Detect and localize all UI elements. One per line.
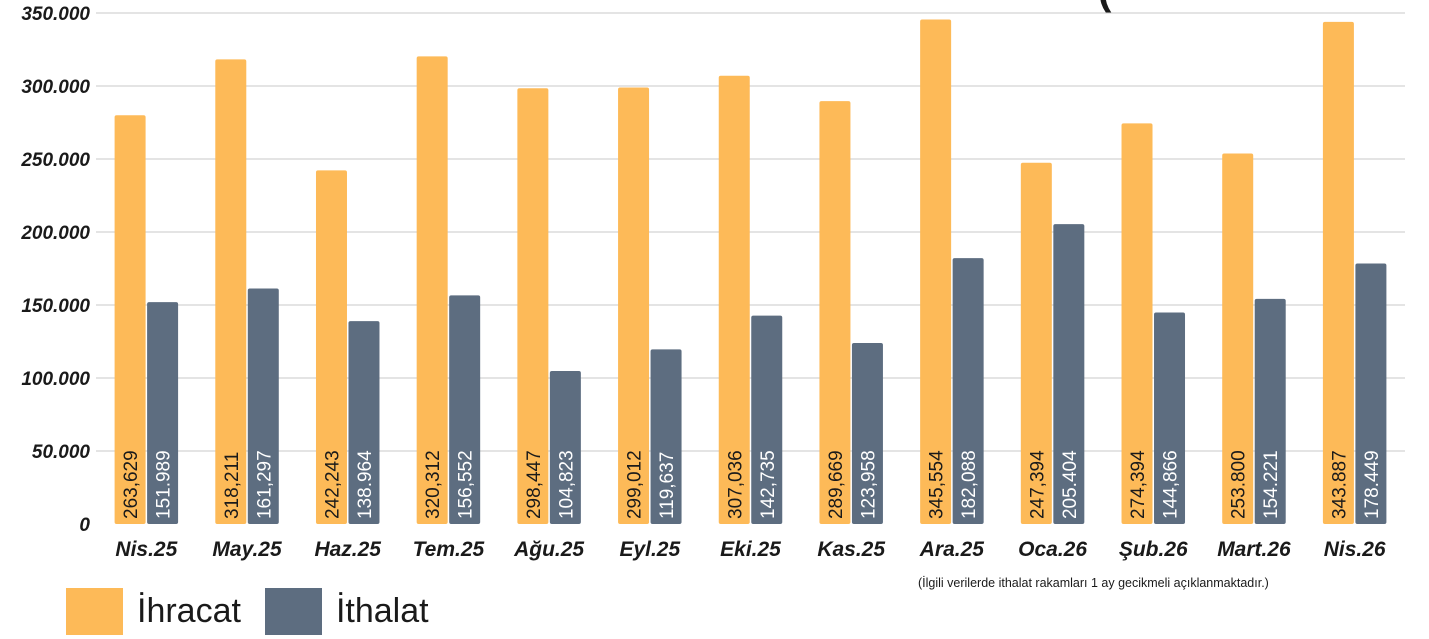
x-axis: Nis.25 May.25 Haz.25 Tem.25 Ağu.25 Eyl.25 Eki.… <box>115 538 1386 561</box>
bar-import <box>449 295 481 524</box>
x-tick-label: Mart.26 <box>1217 538 1291 561</box>
footnote: (İlgili verilerde ithalat rakamları 1 ay… <box>918 576 1269 590</box>
data-label-export: 247,394 <box>1027 450 1048 519</box>
data-label-export: 242,243 <box>322 450 343 519</box>
bar-export <box>1121 123 1153 524</box>
y-tick-label: 100.000 <box>21 369 90 390</box>
legend-item-export: İhracat <box>66 588 241 635</box>
x-tick-label: Kas.25 <box>817 538 885 561</box>
bar-export <box>517 88 549 524</box>
data-label-import: 138.964 <box>355 450 376 519</box>
data-label-export: 318,211 <box>222 452 243 519</box>
x-tick-label: Şub.26 <box>1119 538 1188 561</box>
bar-import <box>549 370 581 524</box>
x-tick-label: Tem.25 <box>413 538 485 561</box>
x-tick-label: Nis.25 <box>115 538 177 561</box>
bar-export <box>819 101 851 525</box>
bar-import <box>751 315 783 524</box>
data-label-import: 178.449 <box>1362 450 1383 519</box>
bar-import <box>650 349 682 524</box>
bar-export <box>1322 21 1354 524</box>
legend-swatch-export <box>66 588 123 635</box>
data-label-export: 263,629 <box>121 450 142 519</box>
bar-export <box>718 75 750 524</box>
x-tick-label: Nis.26 <box>1324 538 1386 561</box>
bar-import <box>1254 298 1286 524</box>
bars <box>114 19 1387 525</box>
bar-export <box>315 170 347 524</box>
x-tick-label: May.25 <box>212 538 282 561</box>
legend-swatch-import <box>264 588 322 635</box>
bar-export <box>215 59 247 525</box>
bar-import <box>247 288 279 524</box>
x-tick-label: Haz.25 <box>314 538 381 561</box>
y-tick-label: 300.000 <box>21 77 90 98</box>
data-label-export: 274,394 <box>1128 450 1149 519</box>
data-label-export: 298,447 <box>524 450 545 519</box>
data-label-import: 156,552 <box>456 450 477 519</box>
data-label-export: 343.887 <box>1329 450 1350 519</box>
data-label-export: 307,036 <box>725 450 746 519</box>
bar-import <box>348 321 380 524</box>
gridlines <box>96 12 1405 452</box>
bar-export <box>416 56 448 524</box>
data-label-export: 299,012 <box>625 450 646 519</box>
x-tick-label: Eki.25 <box>720 538 781 561</box>
data-label-import: 205.404 <box>1060 450 1081 519</box>
data-label-export: 253.800 <box>1229 450 1250 519</box>
data-label-export: 320,312 <box>423 450 444 519</box>
x-tick-label: Ağu.25 <box>513 538 584 561</box>
y-tick-label: 150.000 <box>21 296 90 317</box>
x-tick-label: Ara.25 <box>919 538 985 561</box>
bar-import <box>147 302 179 524</box>
data-label-import: 144,866 <box>1161 450 1182 519</box>
y-tick-label: 50.000 <box>32 442 91 463</box>
y-tick-label: 0 <box>79 515 90 536</box>
bar-import <box>1154 312 1186 524</box>
legend-label-export: İhracat <box>137 592 241 630</box>
y-tick-label: 250.000 <box>20 150 90 171</box>
bar-export <box>1020 162 1052 525</box>
bar-chart: 263,629 151.989 318,211 161,297 242,243 138.9… <box>20 0 1405 561</box>
data-label-import: 104,823 <box>556 450 577 519</box>
bar-import <box>1355 263 1387 524</box>
data-label-import: 161,297 <box>254 450 275 519</box>
data-label-import: 119,637 <box>657 452 678 519</box>
bar-import <box>952 258 984 524</box>
x-tick-label: Oca.26 <box>1018 538 1087 561</box>
y-axis: 0 50.000 100.000 150.000 200.000 250.000 300.0… <box>20 4 90 536</box>
data-label-export: 345,554 <box>927 450 948 519</box>
legend-item-import: İthalat <box>264 588 429 635</box>
data-label-import: 182,088 <box>959 450 980 519</box>
data-label-import: 154.221 <box>1261 450 1282 519</box>
legend: İhracat İthalat <box>66 588 453 635</box>
x-tick-label: Eyl.25 <box>619 538 680 561</box>
legend-label-import: İthalat <box>335 592 429 630</box>
bar-export <box>114 115 146 524</box>
bar-export <box>920 19 952 525</box>
data-labels: 263,629 151.989 318,211 161,297 242,243 138.9… <box>121 450 1383 519</box>
title-fragment-left: ( <box>1098 0 1112 13</box>
bar-import <box>1053 224 1085 524</box>
data-label-import: 142,735 <box>758 450 779 519</box>
bar-export <box>1222 153 1254 524</box>
y-tick-label: 200.000 <box>20 223 90 244</box>
bar-import <box>851 343 883 524</box>
data-label-import: 151.989 <box>154 450 175 519</box>
data-label-export: 289,669 <box>826 450 847 519</box>
y-tick-label: 350.000 <box>21 4 90 25</box>
data-label-import: 123,958 <box>858 450 879 519</box>
bar-export <box>618 87 650 525</box>
